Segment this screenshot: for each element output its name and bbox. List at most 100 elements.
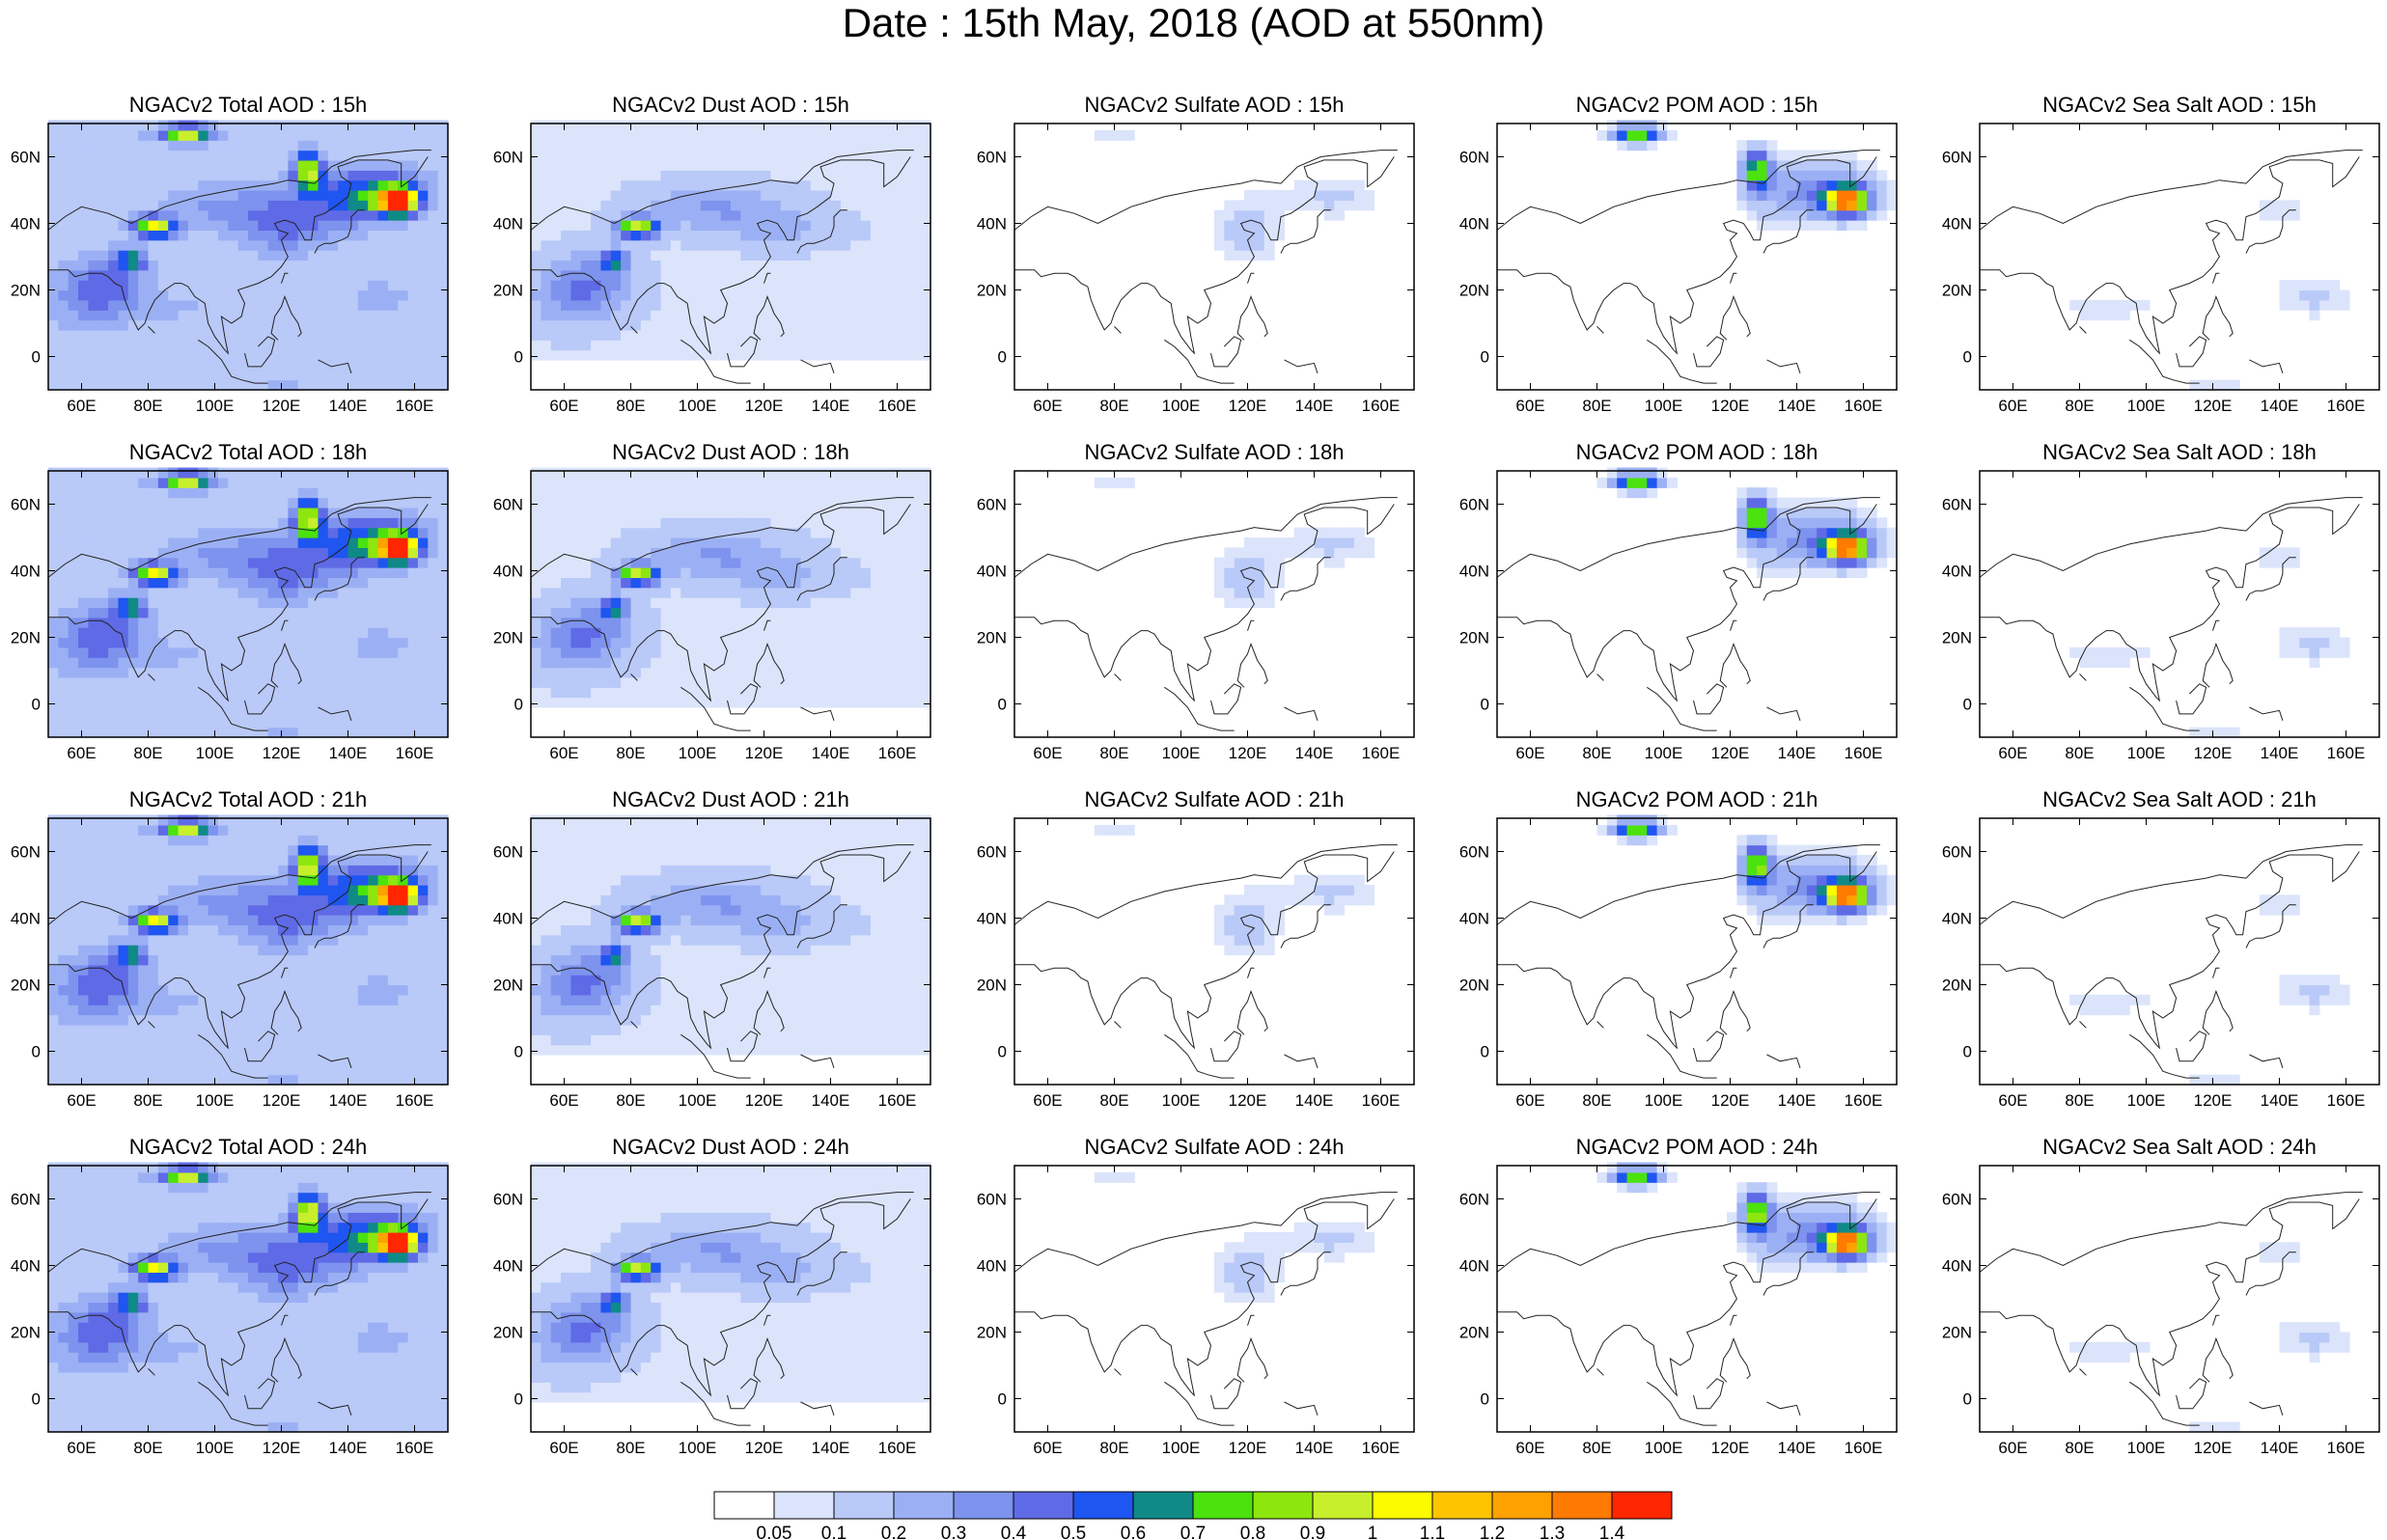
lat-tick-label: 40N [977, 215, 1007, 234]
map-background [1014, 471, 1414, 737]
colorbar-label: 0.2 [881, 1524, 906, 1540]
coastlines [1496, 150, 1880, 384]
lon-tick-label: 140E [329, 1439, 368, 1457]
colorbar-swatch [1491, 1491, 1553, 1520]
colorbar-swatch [773, 1491, 835, 1520]
lon-tick-label: 80E [133, 1439, 162, 1457]
lon-tick-label: 80E [1582, 1091, 1611, 1110]
colorbar-label: 1 [1368, 1524, 1378, 1540]
lon-tick-label: 100E [679, 1091, 717, 1110]
aod-field [2069, 547, 2350, 738]
colorbar-swatch [1252, 1491, 1314, 1520]
lon-tick-label: 140E [812, 744, 850, 762]
colorbar-swatch [1132, 1491, 1194, 1520]
map-frame [1013, 1165, 1415, 1433]
panel-title: NGACv2 Sea Salt AOD : 15h [2042, 93, 2317, 117]
coastlines [47, 844, 431, 1079]
lat-tick-label: 20N [977, 629, 1007, 647]
aod-field [1094, 1171, 1375, 1304]
lat-tick-label: 60N [1459, 149, 1489, 167]
lat-tick-label: 0 [514, 348, 523, 367]
map-frame [1496, 1165, 1898, 1433]
panel-title: NGACv2 POM AOD : 15h [1576, 93, 1818, 117]
lat-tick-label: 20N [1459, 976, 1489, 995]
colorbar-label: 1.3 [1540, 1524, 1565, 1540]
lon-tick-label: 160E [878, 744, 917, 762]
lon-tick-label: 80E [2065, 1439, 2094, 1457]
panel-title: NGACv2 Dust AOD : 18h [612, 440, 849, 464]
lon-tick-label: 140E [1778, 744, 1817, 762]
lat-tick-label: 20N [11, 282, 41, 300]
map-frame [530, 1165, 931, 1433]
lat-tick-label: 0 [998, 1390, 1007, 1409]
lon-tick-label: 100E [196, 1091, 235, 1110]
coastlines [530, 150, 914, 384]
lon-tick-label: 100E [196, 744, 235, 762]
colorbar-swatch [833, 1491, 895, 1520]
map-frame [1496, 123, 1898, 391]
map-background [1014, 818, 1414, 1085]
map-panel: NGACv2 POM AOD : 21h 60E 80E 100E 120E 140E 16… [1459, 787, 1898, 1110]
map-frame [1496, 817, 1898, 1086]
lat-tick-label: 20N [1459, 1324, 1489, 1342]
panel-title: NGACv2 Sea Salt AOD : 18h [2042, 440, 2317, 464]
lat-tick-label: 40N [1459, 910, 1489, 928]
lon-tick-label: 140E [812, 397, 850, 415]
colorbar-swatch [953, 1491, 1014, 1520]
lon-tick-label: 80E [1582, 1439, 1611, 1457]
lon-tick-label: 60E [549, 397, 578, 415]
lat-tick-label: 40N [977, 563, 1007, 581]
map-panel: NGACv2 Dust AOD : 21h 60E 80E 100E 120E 140E 1… [493, 787, 931, 1110]
lon-tick-label: 120E [745, 1439, 784, 1457]
lat-tick-label: 0 [32, 696, 41, 714]
lat-tick-label: 0 [514, 1043, 523, 1061]
lon-tick-label: 140E [1295, 744, 1334, 762]
lon-tick-label: 80E [616, 1091, 645, 1110]
lon-tick-label: 80E [2065, 1091, 2094, 1110]
coastlines [47, 497, 431, 731]
lat-tick-label: 20N [1942, 1324, 1972, 1342]
map-panel: NGACv2 Dust AOD : 15h 60E 80E 100E 120E 140E 1… [493, 93, 931, 415]
lat-tick-label: 0 [1963, 1390, 1972, 1409]
colorbar: 0.05 0.1 0.2 0.3 0.4 0.5 0.6 0.7 0.8 0.9 1 1.1 1.2 1.… [713, 1491, 1673, 1540]
panel-title: NGACv2 POM AOD : 24h [1576, 1135, 1818, 1159]
figure-title: Date : 15th May, 2018 (AOD at 550nm) [842, 0, 1545, 45]
coastlines [530, 844, 914, 1079]
coastlines [1013, 497, 1398, 731]
map-frame [1979, 817, 2380, 1086]
aod-field [531, 814, 931, 1056]
lat-tick-label: 60N [1459, 1191, 1489, 1209]
map-background [1014, 1166, 1414, 1432]
lon-tick-label: 120E [745, 397, 784, 415]
lon-tick-label: 120E [745, 1091, 784, 1110]
lat-tick-label: 60N [977, 1191, 1007, 1209]
lon-tick-label: 160E [1845, 397, 1883, 415]
panel-title: NGACv2 Dust AOD : 21h [612, 787, 849, 811]
lat-tick-label: 60N [977, 149, 1007, 167]
map-frame [47, 817, 449, 1086]
lon-tick-label: 100E [2127, 1439, 2166, 1457]
aod-field [48, 467, 449, 738]
lon-tick-label: 140E [1778, 1439, 1817, 1457]
lon-tick-label: 80E [1582, 397, 1611, 415]
panel-title: NGACv2 Sulfate AOD : 21h [1084, 787, 1344, 811]
colorbar-label: 0.1 [821, 1524, 847, 1540]
panel-title: NGACv2 Sulfate AOD : 24h [1084, 1135, 1344, 1159]
lon-tick-label: 140E [1778, 1091, 1817, 1110]
panel-title: NGACv2 Total AOD : 24h [129, 1135, 368, 1159]
map-frame [47, 123, 449, 391]
coastlines [47, 1192, 431, 1426]
colorbar-swatch [1072, 1491, 1134, 1520]
lat-tick-label: 60N [1459, 496, 1489, 514]
coastlines [530, 497, 914, 731]
lon-tick-label: 140E [329, 744, 368, 762]
lon-tick-label: 80E [1099, 397, 1128, 415]
map-panel: NGACv2 Sea Salt AOD : 24h 60E 80E 100E 120E 1… [1942, 1135, 2380, 1457]
lat-tick-label: 60N [1942, 149, 1972, 167]
lon-tick-label: 140E [329, 397, 368, 415]
lat-tick-label: 40N [493, 563, 523, 581]
panel-title: NGACv2 Sulfate AOD : 15h [1084, 93, 1344, 117]
lat-tick-label: 20N [977, 1324, 1007, 1342]
map-panel: NGACv2 Sea Salt AOD : 15h 60E 80E 100E 120E 1… [1942, 93, 2380, 415]
lat-tick-label: 60N [493, 1191, 523, 1209]
